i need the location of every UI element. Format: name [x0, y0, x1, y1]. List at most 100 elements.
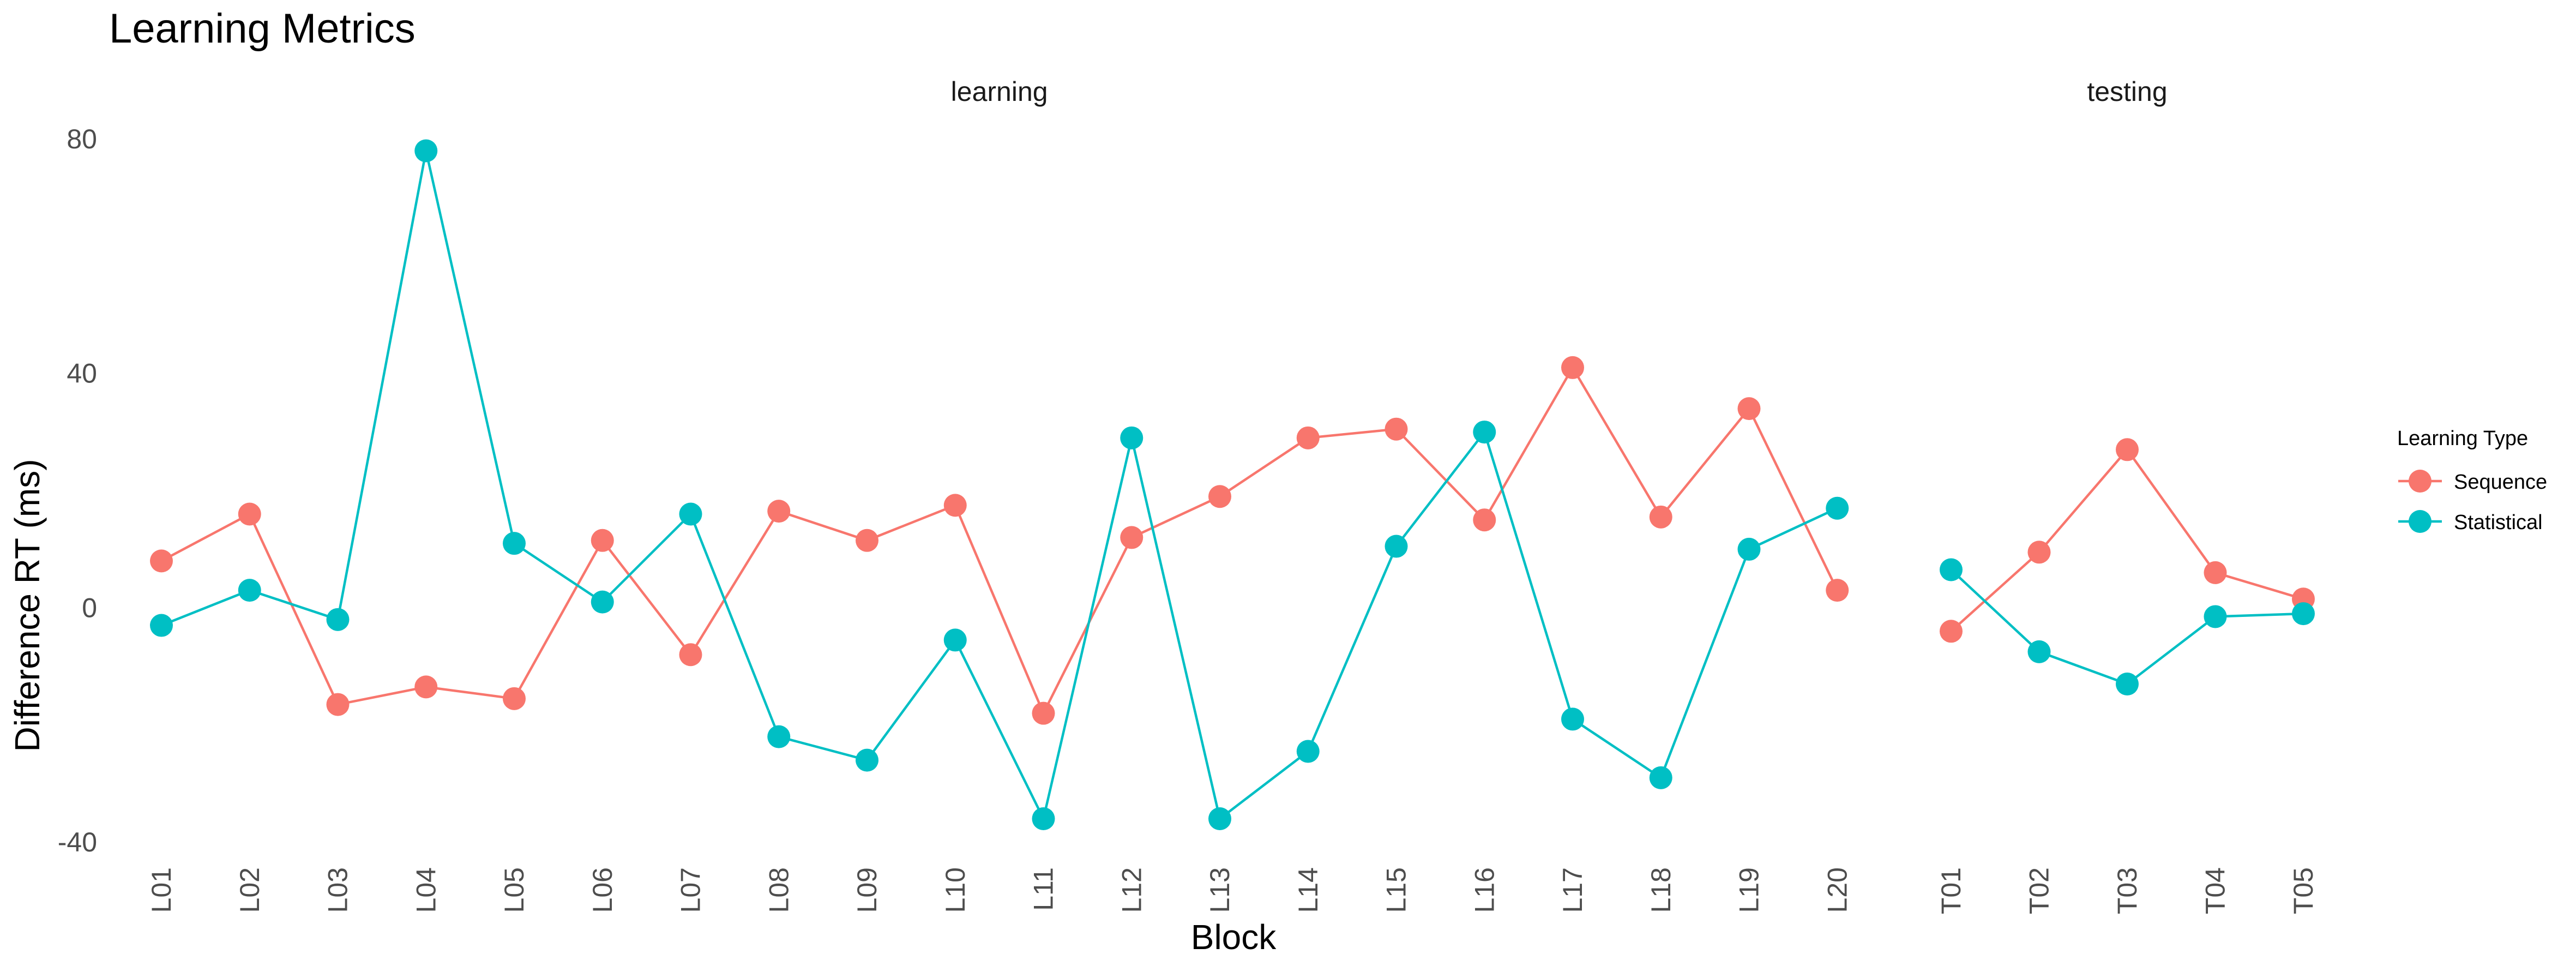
- x-tick-label: L02: [234, 867, 265, 913]
- data-point-statistical: [1737, 537, 1761, 561]
- y-axis-ticks: -40 0 40 80: [58, 124, 97, 857]
- data-point-sequence: [2204, 561, 2227, 584]
- x-tick-label: L13: [1205, 867, 1235, 913]
- data-point-statistical: [856, 748, 878, 772]
- facet-panel-testing: testing T01 T02 T03 T04 T05: [1936, 76, 2319, 914]
- x-tick-label: L01: [146, 867, 177, 913]
- data-point-sequence: [2116, 438, 2139, 461]
- x-tick-label: L19: [1734, 867, 1765, 913]
- data-point-statistical: [2027, 640, 2051, 663]
- data-point-statistical: [591, 590, 614, 614]
- data-point-statistical: [2204, 605, 2227, 628]
- x-tick-label: L04: [411, 867, 441, 913]
- data-point-statistical: [238, 579, 261, 602]
- data-point-sequence: [943, 494, 967, 517]
- data-point-statistical: [150, 614, 173, 637]
- x-tick-label: L06: [587, 867, 618, 913]
- data-point-statistical: [1649, 766, 1672, 789]
- data-point-statistical: [1473, 421, 1496, 444]
- series-line-sequence: [160, 365, 1839, 717]
- x-tick-label: T01: [1936, 867, 1966, 914]
- data-point-sequence: [414, 675, 438, 699]
- chart-title: Learning Metrics: [109, 5, 416, 52]
- legend-item-statistical: Statistical: [2398, 510, 2543, 534]
- x-tick-label: L12: [1116, 867, 1147, 913]
- legend-label: Sequence: [2454, 471, 2547, 494]
- data-point-sequence: [591, 529, 614, 552]
- data-point-sequence: [1561, 356, 1584, 379]
- x-tick-label: L17: [1557, 867, 1588, 913]
- x-tick-label: T02: [2024, 867, 2055, 914]
- data-point-statistical: [1385, 535, 1408, 558]
- x-tick-label: L16: [1469, 867, 1500, 913]
- facet-strip-label: testing: [2087, 76, 2167, 107]
- y-axis-title: Difference RT (ms): [8, 459, 47, 752]
- series-line-statistical: [1950, 568, 2304, 686]
- data-point-statistical: [1120, 426, 1143, 449]
- x-tick-label: L18: [1646, 867, 1676, 913]
- x-tick-label: L07: [676, 867, 706, 913]
- series-line-statistical: [161, 150, 1838, 823]
- x-tick-label: L15: [1381, 867, 1412, 913]
- data-point-sequence: [679, 643, 702, 667]
- legend-key-point: [2409, 470, 2431, 493]
- data-point-statistical: [1940, 558, 1963, 581]
- facet-panel-learning: learning L01 L02 L03 L04 L05 L06 L07 L08 L09 L10 L1…: [146, 76, 1852, 913]
- data-point-statistical: [943, 628, 967, 652]
- x-tick-label: L14: [1293, 867, 1323, 913]
- series-line-sequence: [1950, 447, 2304, 632]
- data-point-statistical: [326, 608, 350, 631]
- x-tick-label: L03: [323, 867, 353, 913]
- facet-panels: learning L01 L02 L03 L04 L05 L06 L07 L08 L09 L10 L1…: [146, 76, 2319, 914]
- data-point-statistical: [503, 532, 526, 555]
- y-tick-label: 40: [67, 358, 97, 389]
- data-point-statistical: [679, 502, 702, 526]
- x-tick-label: T04: [2200, 867, 2231, 914]
- x-tick-label: L08: [763, 867, 794, 913]
- legend-key-point: [2409, 510, 2431, 533]
- data-point-sequence: [767, 500, 791, 523]
- data-point-statistical: [767, 725, 791, 748]
- x-axis-title: Block: [1191, 917, 1277, 957]
- legend-title: Learning Type: [2397, 427, 2528, 450]
- data-point-sequence: [1940, 620, 1963, 643]
- data-point-statistical: [1296, 740, 1320, 763]
- data-point-sequence: [150, 549, 173, 573]
- legend-item-sequence: Sequence: [2398, 470, 2547, 494]
- data-point-sequence: [856, 529, 878, 552]
- data-point-statistical: [1032, 807, 1055, 831]
- data-point-statistical: [2292, 602, 2315, 626]
- y-tick-label: 0: [82, 592, 97, 623]
- legend: Learning Type Sequence Statistical: [2397, 427, 2547, 534]
- x-tick-label: L11: [1028, 867, 1059, 911]
- data-point-sequence: [1737, 397, 1761, 421]
- data-point-sequence: [1120, 526, 1143, 549]
- data-point-sequence: [1385, 417, 1408, 441]
- data-point-sequence: [1473, 508, 1496, 532]
- data-point-sequence: [1296, 426, 1320, 449]
- data-point-statistical: [414, 139, 438, 163]
- data-point-statistical: [1208, 807, 1231, 831]
- data-point-sequence: [1649, 505, 1672, 529]
- data-point-statistical: [2116, 672, 2139, 695]
- data-point-sequence: [503, 687, 526, 710]
- y-tick-label: 80: [67, 124, 97, 154]
- data-point-sequence: [326, 693, 350, 716]
- x-tick-label: L05: [499, 867, 529, 913]
- x-tick-label: T03: [2112, 867, 2142, 914]
- legend-label: Statistical: [2454, 511, 2543, 534]
- x-tick-label: L10: [940, 867, 971, 913]
- y-tick-label: -40: [58, 827, 97, 857]
- data-point-statistical: [1826, 496, 1849, 520]
- data-point-sequence: [238, 502, 261, 526]
- data-point-sequence: [1208, 485, 1231, 508]
- data-point-sequence: [2027, 541, 2051, 564]
- data-point-sequence: [1032, 701, 1055, 725]
- x-tick-label: T05: [2288, 867, 2319, 914]
- facet-strip-label: learning: [951, 76, 1048, 107]
- data-point-statistical: [1561, 707, 1584, 731]
- data-point-sequence: [1826, 579, 1849, 602]
- x-tick-label: L09: [852, 867, 882, 913]
- x-tick-label: L20: [1822, 867, 1852, 913]
